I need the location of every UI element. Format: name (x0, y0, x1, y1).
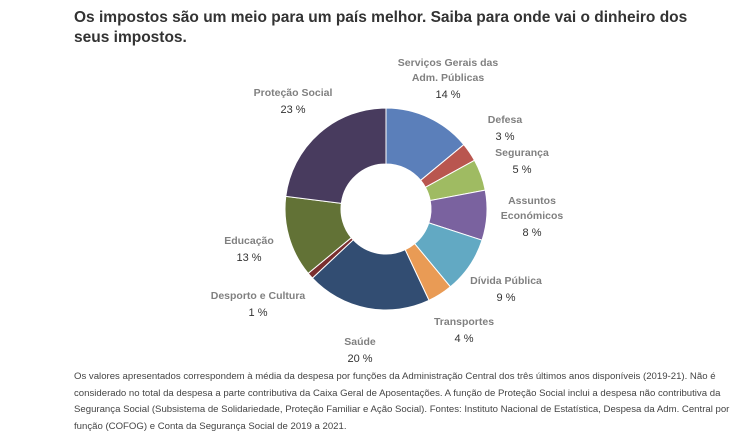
donut-slice-protecao-social[interactable] (285, 107, 387, 204)
slice-label: Saúde 20 % (344, 336, 376, 365)
slice-label-value: 1 % (249, 307, 268, 319)
donut-slice-saude[interactable] (311, 239, 430, 311)
slice-label-name: Segurança (495, 147, 549, 159)
slice-label: Segurança 5 % (495, 147, 549, 176)
slice-label: Defesa 3 % (488, 114, 523, 143)
slice-label-name: Proteção Social (254, 87, 333, 99)
chart-title: Os impostos são um meio para um país mel… (74, 9, 688, 46)
slice-label-name: Dívida Pública (470, 275, 542, 287)
slice-label-name: Adm. Públicas (412, 72, 485, 84)
slice-label-value: 20 % (347, 353, 372, 365)
slice-label-name: Económicos (501, 210, 564, 222)
slice-label-name: Desporto e Cultura (211, 290, 306, 302)
slice-label-name: Assuntos (508, 195, 556, 207)
slice-label-name: Defesa (488, 114, 523, 126)
slice-label-name: Serviços Gerais das (398, 57, 499, 69)
slice-label-value: 8 % (523, 227, 542, 239)
donut-slices (284, 107, 488, 311)
slice-label-value: 9 % (497, 292, 516, 304)
slice-label: Educação 13 % (224, 235, 274, 264)
slice-label: Assuntos Económicos 8 % (501, 195, 564, 239)
slice-label: Proteção Social 23 % (254, 87, 333, 116)
slice-labels: Serviços Gerais das Adm. Públicas 14 % Defe… (211, 57, 564, 365)
slice-label: Desporto e Cultura 1 % (211, 290, 306, 319)
slice-label: Transportes 4 % (434, 316, 494, 345)
slice-label: Serviços Gerais das Adm. Públicas 14 % (398, 57, 499, 101)
slice-label-value: 4 % (455, 333, 474, 345)
slice-label-name: Transportes (434, 316, 494, 328)
slice-label-value: 13 % (236, 252, 261, 264)
slice-label-value: 3 % (496, 131, 515, 143)
footnote: Os valores apresentados correspondem à m… (74, 371, 730, 432)
slice-label-name: Saúde (344, 336, 376, 348)
slice-label-name: Educação (224, 235, 274, 247)
slice-label-value: 14 % (435, 89, 460, 101)
slice-label-value: 23 % (280, 104, 305, 116)
slice-label-value: 5 % (513, 164, 532, 176)
slice-label: Dívida Pública 9 % (470, 275, 542, 304)
